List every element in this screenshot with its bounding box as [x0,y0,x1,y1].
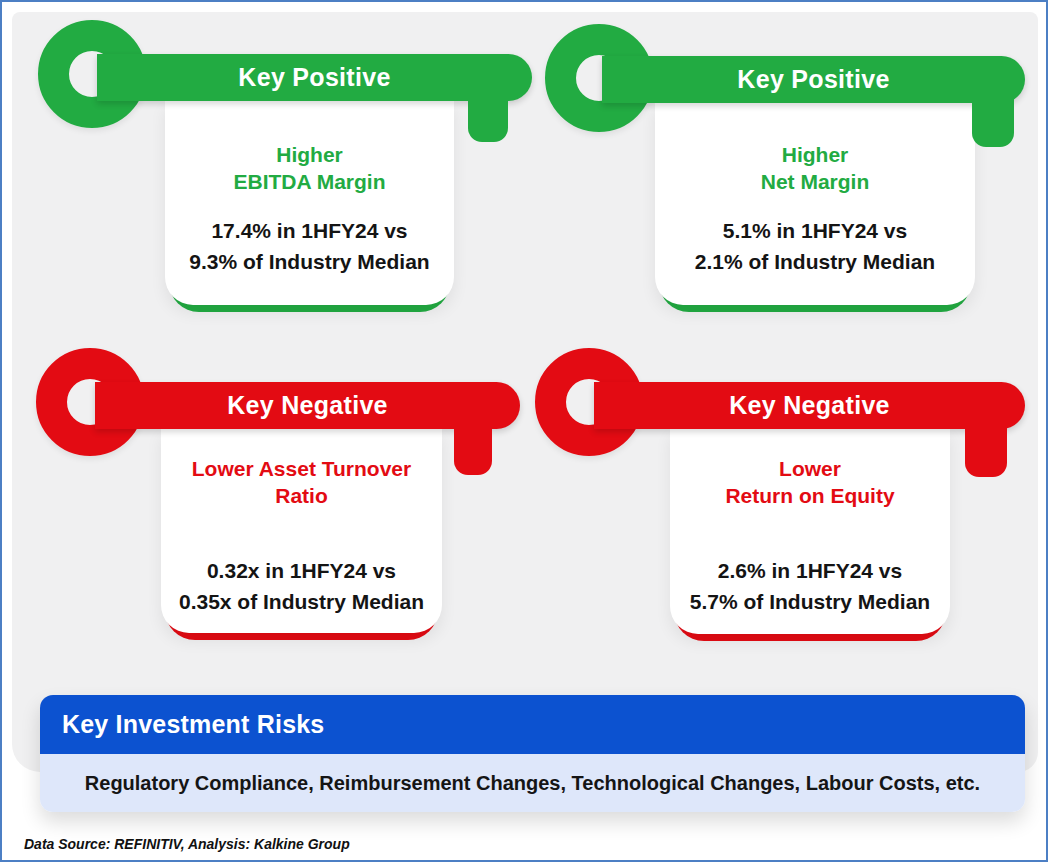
card-heading: Lower Return on Equity [670,455,950,509]
key-banner-label: Key Positive [737,65,889,94]
card-value-line1: 2.6% in 1HFY24 vs [718,559,902,582]
key-banner-label: Key Positive [238,63,390,92]
risks-title: Key Investment Risks [62,710,324,739]
key-investment-risks-section: Key Investment Risks Regulatory Complian… [40,695,1025,812]
key-banner: Key Positive [602,56,1025,103]
key-banner: Key Positive [97,54,532,101]
risks-items-text: Regulatory Compliance, Reimbursement Cha… [85,772,980,795]
key-tooth-icon [454,425,492,475]
key-banner: Key Negative [594,382,1025,429]
key-banner-label: Key Negative [729,391,890,420]
key-card: Lower Return on Equity 2.6% in 1HFY24 vs… [670,429,950,634]
key-banner-label: Key Negative [227,391,388,420]
risks-body: Regulatory Compliance, Reimbursement Cha… [40,754,1025,812]
risks-header: Key Investment Risks [40,695,1025,754]
data-source-note: Data Source: REFINITIV, Analysis: Kalkin… [24,836,350,852]
key-tooth-icon [965,425,1007,477]
key-tooth-icon [972,97,1014,147]
card-heading-line1: Lower [779,457,841,480]
card-value-line2: 5.7% of Industry Median [690,590,930,613]
key-banner: Key Negative [95,382,520,429]
key-tooth-icon [468,97,508,142]
infographic-page: Key Positive Higher EBITDA Margin 17.4% … [0,0,1048,862]
card-value: 2.6% in 1HFY24 vs 5.7% of Industry Media… [670,555,950,617]
card-heading-line2: Return on Equity [725,484,894,507]
